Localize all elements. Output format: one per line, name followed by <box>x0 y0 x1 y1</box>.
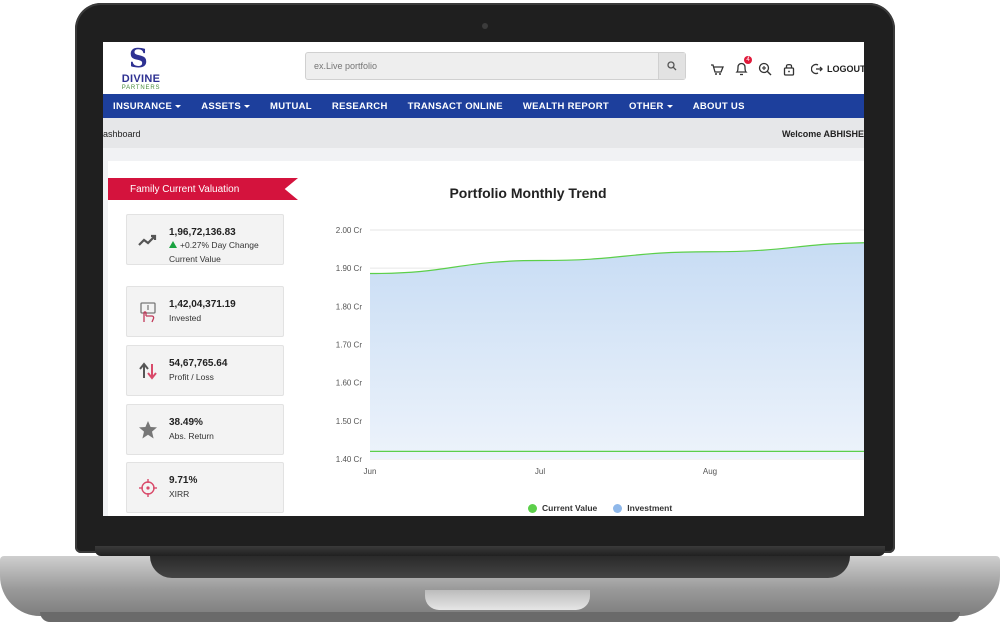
xirr-value: 9.71% <box>169 475 198 486</box>
nav-item-about-us[interactable]: ABOUT US <box>683 101 755 112</box>
logout-button[interactable]: LOGOUT <box>811 63 864 75</box>
up-down-arrows-icon <box>137 360 159 382</box>
current-value-card[interactable]: 1,96,72,136.83 +0.27% Day Change Current… <box>126 214 284 265</box>
current-value-line <box>370 242 864 275</box>
main-nav: INSURANCE ASSETS MUTUAL RESEARCH TRANSACT ON… <box>103 94 864 118</box>
nav-item-label: TRANSACT ONLINE <box>407 100 503 112</box>
nav-item-research[interactable]: RESEARCH <box>322 101 398 112</box>
profit-loss-card[interactable]: 54,67,765.64 Profit / Loss <box>126 345 284 396</box>
star-icon <box>137 419 159 441</box>
bell-icon <box>734 62 748 76</box>
xirr-label: XIRR <box>169 489 190 499</box>
y-tick-label: 1.70 Cr <box>336 341 363 350</box>
nav-item-label: MUTUAL <box>270 100 312 112</box>
legend-investment-label: Investment <box>627 503 673 513</box>
y-tick-label: 2.00 Cr <box>336 226 363 235</box>
logo-mark: S <box>129 44 148 74</box>
nav-item-wealth-report[interactable]: WEALTH REPORT <box>513 101 619 112</box>
nav-item-label: RESEARCH <box>331 100 388 112</box>
invested-value: 1,42,04,371.19 <box>169 299 236 310</box>
logo-subtext: PARTNERS <box>121 85 161 91</box>
nav-item-label: INSURANCE <box>113 100 173 112</box>
xirr-card[interactable]: 9.71% XIRR <box>126 462 284 513</box>
nav-item-label: WEALTH REPORT <box>522 100 609 112</box>
logo-text: DIVINE <box>121 73 161 85</box>
cart-icon <box>711 64 724 75</box>
x-tick-label: Jun <box>364 467 377 476</box>
lock-button[interactable] <box>781 61 797 77</box>
profit-loss-label: Profit / Loss <box>169 372 214 382</box>
breadcrumb[interactable]: ashboard <box>103 129 141 139</box>
logout-label: LOGOUT <box>827 64 864 74</box>
legend-current-value-swatch <box>528 503 537 513</box>
nav-item-transact-online[interactable]: TRANSACT ONLINE <box>398 101 513 112</box>
dashboard-panel: Family Current Valuation 1,96,72,136.83 … <box>108 161 864 516</box>
top-bar: S DIVINE PARTNERS 4 <box>103 42 864 94</box>
brand-logo[interactable]: S DIVINE PARTNERS <box>115 44 167 92</box>
laptop-foot <box>40 612 960 622</box>
legend-current-value-label: Current Value <box>542 503 598 513</box>
section-heading: Family Current Valuation <box>130 184 240 195</box>
notifications-button[interactable]: 4 <box>733 56 752 77</box>
lock-icon <box>783 64 795 76</box>
abs-return-value: 38.49% <box>169 417 203 428</box>
search-box <box>305 52 686 80</box>
caret-down-icon <box>175 104 182 108</box>
legend-current-value[interactable]: Current Value <box>528 503 597 513</box>
invest-hand-icon <box>137 301 159 323</box>
current-value-label: Current Value <box>169 254 221 264</box>
y-tick-label: 1.80 Cr <box>336 302 363 311</box>
portfolio-trend-chart: 1.40 Cr 1.50 Cr 1.60 Cr 1.70 Cr 1.80 Cr 1.90 … <box>336 226 864 476</box>
search-input[interactable] <box>306 53 656 79</box>
zoom-button[interactable] <box>757 61 773 77</box>
y-tick-label: 1.60 Cr <box>336 379 363 388</box>
nav-item-insurance[interactable]: INSURANCE <box>103 101 191 112</box>
nav-item-label: OTHER <box>628 100 664 112</box>
caret-down-icon <box>666 104 673 108</box>
y-tick-label: 1.40 Cr <box>336 455 363 464</box>
section-ribbon: Family Current Valuation <box>108 178 298 200</box>
nav-item-mutual[interactable]: MUTUAL <box>260 101 322 112</box>
laptop-hinge <box>95 546 885 556</box>
welcome-text: Welcome ABHISHE <box>781 129 864 139</box>
abs-return-card[interactable]: 38.49% Abs. Return <box>126 404 284 455</box>
nav-item-label: ABOUT US <box>692 100 745 112</box>
y-tick-label: 1.50 Cr <box>336 417 363 426</box>
invested-card[interactable]: 1,42,04,371.19 Invested <box>126 286 284 337</box>
x-tick-label: Jul <box>535 467 545 476</box>
crosshair-icon <box>137 477 159 499</box>
legend-investment[interactable]: Investment <box>613 503 672 513</box>
trend-up-icon <box>137 229 159 251</box>
y-tick-label: 1.90 Cr <box>336 264 363 273</box>
nav-item-label: ASSETS <box>201 100 241 112</box>
current-value-area <box>370 242 864 459</box>
notification-badge: 4 <box>744 56 752 64</box>
invested-label: Invested <box>169 313 202 323</box>
nav-item-assets[interactable]: ASSETS <box>191 101 260 112</box>
laptop-camera <box>482 23 488 29</box>
up-triangle-icon <box>169 241 177 248</box>
current-value: 1,96,72,136.83 <box>169 227 236 238</box>
app-screen: S DIVINE PARTNERS 4 <box>103 42 864 516</box>
header-icons: 4 LOGOUT <box>709 56 864 78</box>
breadcrumb-bar: ashboard Welcome ABHISHE <box>103 118 864 148</box>
abs-return-label: Abs. Return <box>169 431 214 441</box>
chart-title: Portfolio Monthly Trend <box>449 185 607 201</box>
day-change: +0.27% Day Change <box>169 240 259 250</box>
cart-button[interactable] <box>709 61 725 77</box>
laptop-keyboard <box>150 556 850 578</box>
profit-loss-value: 54,67,765.64 <box>169 358 228 369</box>
laptop-trackpad-notch <box>425 590 590 610</box>
search-icon <box>667 61 677 71</box>
zoom-search-icon <box>758 62 772 76</box>
search-button[interactable] <box>658 53 685 79</box>
caret-down-icon <box>244 104 250 108</box>
legend-investment-swatch <box>613 503 623 513</box>
x-tick-label: Aug <box>703 467 717 476</box>
chart-legend: Current Value Investment <box>528 503 672 513</box>
nav-item-other[interactable]: OTHER <box>619 101 683 112</box>
logout-icon <box>811 63 823 75</box>
